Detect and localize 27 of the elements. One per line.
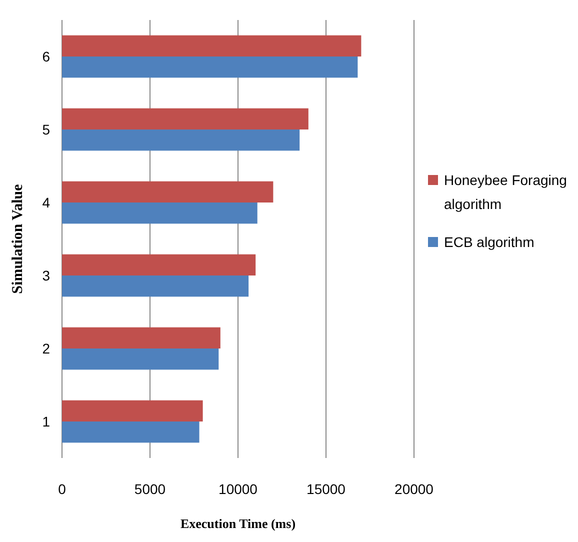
bar (62, 422, 200, 443)
bar (62, 56, 358, 78)
x-tick-label: 20000 (394, 481, 434, 497)
bar (62, 254, 256, 276)
bar (62, 108, 308, 130)
y-tick-label: 5 (42, 122, 50, 138)
bar (62, 400, 203, 422)
y-axis-title: Simulation Value (10, 184, 26, 294)
legend-label: ECB algorithm (444, 234, 534, 250)
bar (62, 35, 362, 56)
bar (62, 276, 249, 297)
y-tick-label: 1 (42, 414, 50, 430)
bar (62, 202, 258, 224)
y-tick-label: 3 (42, 268, 50, 284)
bar (62, 130, 300, 151)
bar (62, 348, 219, 370)
bar (62, 181, 274, 202)
y-tick-label: 6 (42, 48, 50, 64)
y-tick-label: 4 (42, 194, 50, 210)
x-tick-label: 15000 (306, 481, 346, 497)
x-tick-label: 5000 (134, 481, 166, 497)
y-tick-label: 2 (42, 340, 50, 356)
x-tick-label: 10000 (218, 481, 258, 497)
x-tick-label: 0 (58, 481, 66, 497)
legend-label: Honeybee Foraging algorithm (444, 172, 567, 212)
x-axis-title: Execution Time (ms) (180, 516, 296, 531)
bar (62, 327, 220, 348)
